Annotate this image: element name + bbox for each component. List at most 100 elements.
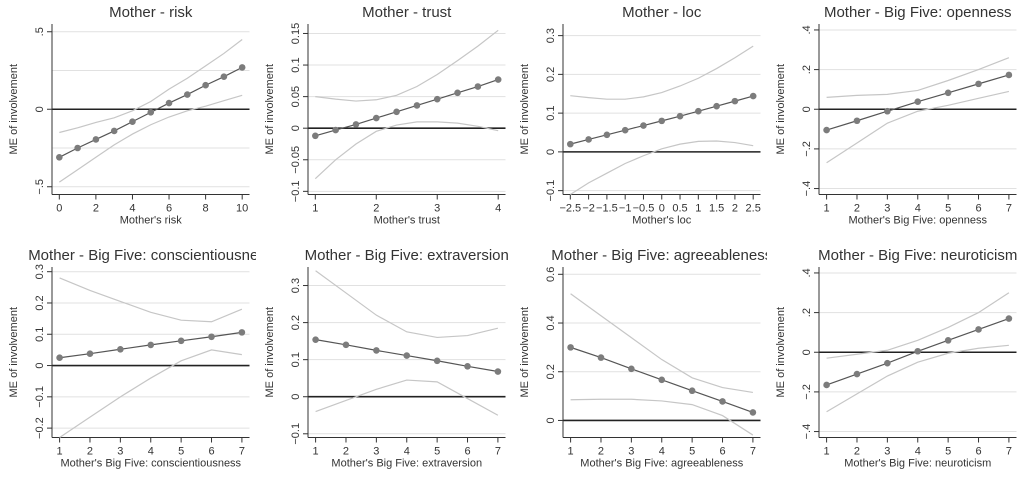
- estimate-point: [913, 347, 921, 355]
- ci-upper-line: [570, 45, 754, 100]
- y-axis-title: ME of involvement: [8, 307, 20, 397]
- ci-lower-line: [58, 94, 243, 183]
- y-tick-label: 0.3: [34, 264, 46, 279]
- x-tick-label: 7: [494, 445, 500, 457]
- x-tick-label: −1.5: [596, 203, 618, 215]
- estimate-point: [372, 114, 380, 122]
- estimate-point: [719, 397, 726, 405]
- x-tick-label: 2: [93, 203, 99, 215]
- x-tick-label: 6: [464, 445, 470, 457]
- estimate-point: [402, 351, 410, 359]
- y-tick-label: 0.1: [290, 352, 302, 367]
- estimate-point: [603, 131, 611, 139]
- estimate-point: [392, 108, 400, 116]
- estimate-point: [974, 325, 982, 333]
- estimate-point: [311, 132, 319, 140]
- y-tick-label: .5: [34, 27, 46, 36]
- x-tick-label: 2: [342, 445, 348, 457]
- x-tick-label: 4: [495, 203, 501, 215]
- ci-upper-line: [59, 39, 243, 134]
- x-tick-label: 3: [628, 445, 634, 457]
- estimate-point: [883, 107, 891, 115]
- estimate-point: [567, 140, 574, 148]
- y-tick-label: −.5: [34, 179, 46, 195]
- x-tick-label: 5: [945, 445, 951, 457]
- y-tick-label: −.4: [801, 423, 813, 439]
- estimate-point: [494, 76, 501, 83]
- estimate-point: [413, 102, 420, 109]
- y-axis-title: ME of involvement: [264, 307, 276, 397]
- x-tick-label: 0.5: [672, 203, 687, 215]
- x-tick-label: 0: [56, 203, 62, 215]
- x-tick-label: 1: [695, 203, 701, 215]
- panel-title: Mother - risk: [109, 4, 193, 21]
- chart-panel-4: Mother - Big Five: openness −.4 −.2 0 .2 .4 1 2…: [775, 4, 1016, 227]
- estimate-point: [944, 89, 951, 97]
- x-tick-label: 5: [689, 445, 695, 457]
- estimate-point: [110, 127, 118, 135]
- estimate-point: [749, 92, 757, 100]
- estimate-point: [944, 336, 951, 344]
- estimate-point: [628, 365, 635, 372]
- panel-title: Mother - Big Five: neuroticism: [818, 247, 1017, 264]
- estimate-point: [331, 126, 339, 134]
- estimate-point: [567, 343, 574, 351]
- x-tick-label: 10: [236, 203, 248, 215]
- x-tick-label: 7: [1005, 203, 1011, 215]
- estimate-point: [202, 81, 209, 89]
- y-tick-label: −0.1: [34, 385, 46, 407]
- estimate-point: [220, 73, 228, 80]
- estimate-point: [352, 121, 359, 128]
- x-axis-title: Mother's Big Five: extraversion: [331, 457, 482, 469]
- ci-upper-line: [314, 269, 498, 338]
- y-tick-label: −0.1: [545, 180, 557, 202]
- y-axis-title: ME of involvement: [519, 64, 531, 154]
- chart-panel-2: Mother - trust −0.1 −0.05 0 0.05 0.1 0.15 1 2 3 4 M…: [264, 4, 505, 227]
- x-tick-label: 1: [57, 445, 63, 457]
- chart-panel-7: Mother - Big Five: agreeableness 0 0.2 0.4 0…: [519, 247, 767, 470]
- y-axis-title: ME of involvement: [775, 64, 787, 154]
- x-tick-label: 4: [659, 445, 665, 457]
- ci-lower-line: [570, 398, 754, 436]
- panel-title: Mother - Big Five: agreeableness: [551, 247, 766, 264]
- panel-title: Mother - loc: [622, 4, 702, 21]
- ci-lower-line: [314, 121, 498, 180]
- x-tick-label: 4: [148, 445, 154, 457]
- estimate-point: [597, 353, 605, 361]
- estimate-point: [658, 117, 666, 125]
- panel-title: Mother - Big Five: openness: [823, 4, 1011, 21]
- ci-lower-line: [825, 90, 1009, 164]
- x-tick-label: 2: [598, 445, 604, 457]
- estimate-point: [695, 107, 702, 115]
- ci-upper-line: [826, 291, 1009, 359]
- estimate-point: [238, 64, 246, 71]
- estimate-point: [74, 144, 81, 152]
- y-tick-label: −.2: [801, 384, 813, 400]
- y-axis-title: ME of involvement: [8, 64, 20, 154]
- x-tick-label: 6: [208, 445, 214, 457]
- y-tick-label: 0.2: [545, 364, 557, 379]
- x-tick-label: 2: [373, 203, 379, 215]
- x-tick-label: 0: [659, 203, 665, 215]
- estimate-point: [474, 83, 481, 90]
- ci-lower-line: [59, 348, 242, 438]
- estimate-point: [688, 386, 696, 394]
- estimate-point: [731, 97, 739, 105]
- x-tick-label: 4: [914, 203, 920, 215]
- y-tick-label: 0: [545, 417, 557, 423]
- x-tick-label: 6: [975, 445, 981, 457]
- x-axis-title: Mother's risk: [120, 215, 182, 227]
- x-tick-label: 2: [732, 203, 738, 215]
- ci-lower-line: [825, 344, 1009, 412]
- x-tick-label: 6: [975, 203, 981, 215]
- x-tick-label: −2.5: [559, 203, 581, 215]
- y-tick-label: 0: [545, 149, 557, 155]
- estimate-point: [883, 359, 891, 366]
- y-tick-label: 0: [290, 125, 302, 131]
- y-tick-label: 0: [34, 106, 46, 112]
- estimate-point: [676, 112, 684, 120]
- estimate-point: [1005, 314, 1012, 322]
- chart-panel-6: Mother - Big Five: extraversion −0.1 0 0.1 0…: [264, 247, 509, 470]
- estimate-point: [822, 126, 830, 134]
- x-axis-title: Mother's Big Five: conscientiousness: [60, 457, 241, 469]
